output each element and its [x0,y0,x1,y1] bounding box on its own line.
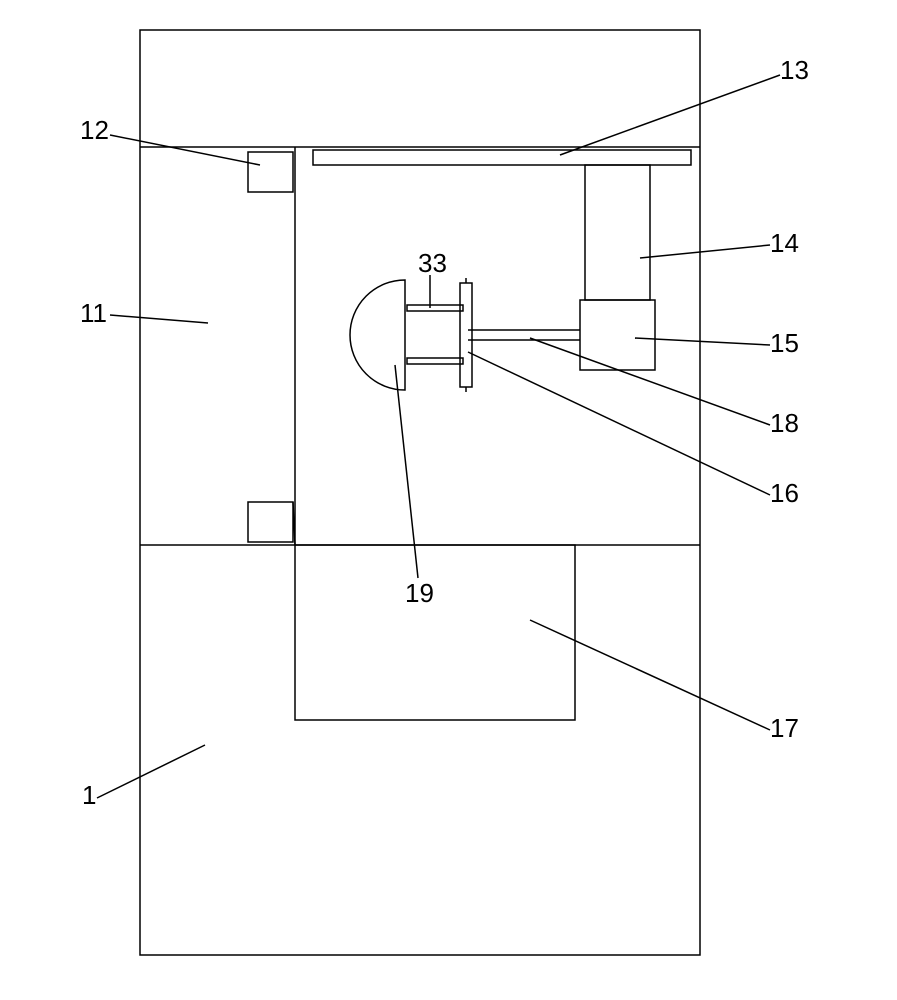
label-19: 19 [405,578,434,609]
label-17: 17 [770,713,799,744]
label-18: 18 [770,408,799,439]
label-11: 11 [80,298,107,329]
label-16: 16 [770,478,799,509]
diagram-svg [0,0,897,1000]
label-15: 15 [770,328,799,359]
label-13: 13 [780,55,809,86]
label-14: 14 [770,228,799,259]
label-33: 33 [418,248,447,279]
label-1: 1 [82,780,96,811]
diagram-container: 111121314151617181933 [0,0,897,1000]
label-12: 12 [80,115,109,146]
